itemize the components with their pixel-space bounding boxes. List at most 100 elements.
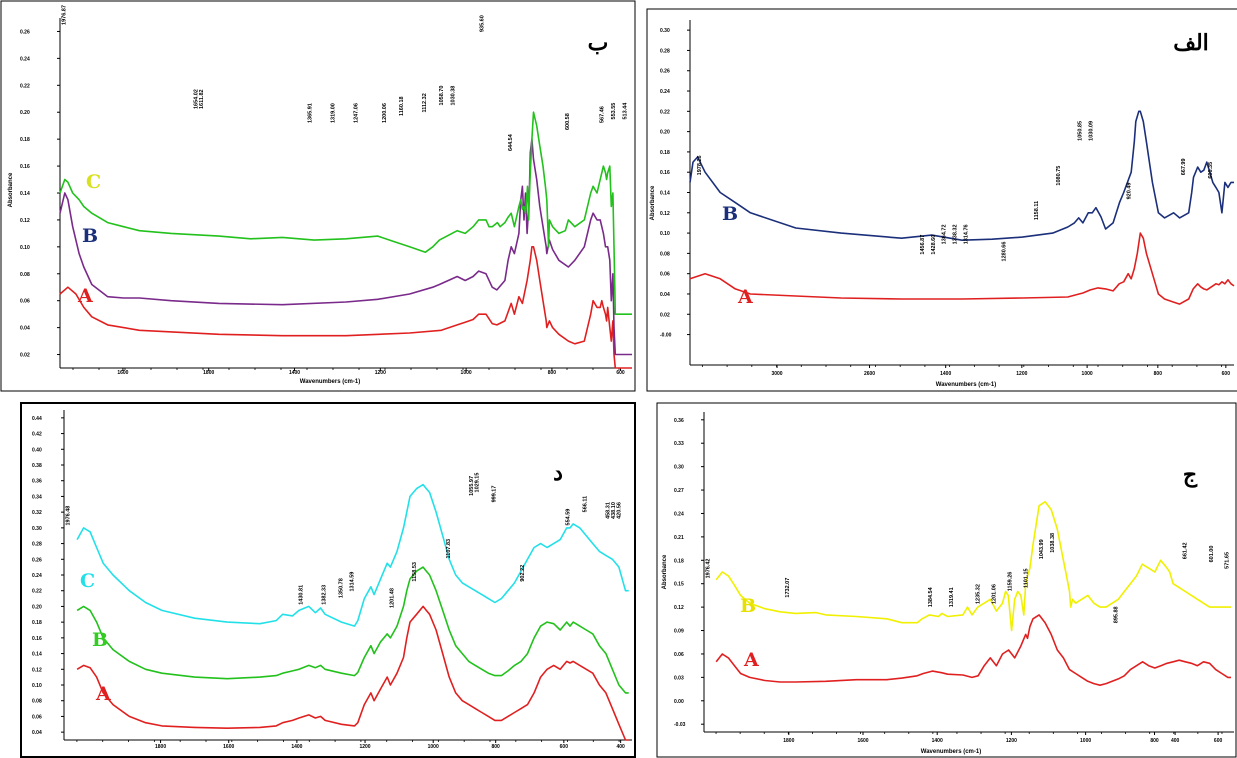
peak-label: 1055.97	[469, 476, 475, 496]
chart-bottom-left: 0.04 0.06 0.08 0.10 0.12 0.14 0.16 0.18 0.20 0.22…	[20, 402, 636, 758]
y-tick-label: 0.18	[674, 558, 684, 564]
y-tick-label: 0.16	[660, 170, 670, 176]
y-tick-label: 0.44	[32, 416, 42, 422]
peak-label: 1247.06	[353, 103, 359, 123]
series-label-A: A	[77, 285, 93, 307]
peak-label: 566.11	[583, 496, 589, 513]
y-tick-label: 0.30	[32, 526, 42, 532]
peak-label: 1611.82	[199, 89, 205, 109]
y-tick-label: 0.15	[674, 582, 684, 588]
chart-bottom-right: -0.03 0.00 0.03 0.06 0.09 0.12 0.15 0.18 0.21 0.2…	[656, 402, 1237, 758]
x-tick-label: 1400	[932, 738, 943, 744]
y-tick-label: 0.28	[660, 48, 670, 54]
x-tick-label: 1000	[1082, 371, 1093, 377]
chart-panel-bottom-right: -0.03 0.00 0.03 0.06 0.09 0.12 0.15 0.18 0.21 0.2…	[656, 402, 1237, 758]
y-tick-label: 0.12	[32, 667, 42, 673]
peak-label: 1030.09	[1089, 121, 1095, 141]
y-tick-label: 0.08	[660, 251, 670, 257]
chart-frame	[656, 402, 1237, 758]
x-tick-label: 1200	[1016, 371, 1027, 377]
y-tick-label: 0.21	[674, 535, 684, 541]
x-tick-label: 800	[1150, 738, 1159, 744]
peak-label: 1200.06	[382, 103, 388, 123]
x-tick-label: 1600	[857, 738, 868, 744]
y-tick-label: 0.02	[20, 353, 30, 359]
peak-label: 1732.07	[785, 578, 791, 598]
peak-label: 1654.02	[193, 89, 199, 109]
peak-label: 1976.87	[62, 5, 68, 25]
chart-panel-top-right: -0.00 0.02 0.04 0.06 0.08 0.10 0.12 0.14 0.16 0.1…	[646, 8, 1237, 393]
x-tick-label: 600	[1222, 371, 1231, 377]
peak-label: 1080.75	[1056, 166, 1062, 186]
peak-label: 1382.33	[321, 585, 327, 605]
series-label-A: A	[743, 649, 759, 671]
peak-label: 1201.06	[992, 584, 998, 604]
y-tick-label: 0.30	[660, 28, 670, 34]
x-tick-label: 1400	[291, 744, 302, 750]
x-tick-label: 1800	[155, 744, 166, 750]
peak-label: 644.54	[508, 133, 514, 151]
y-tick-label: 0.40	[32, 447, 42, 453]
x-tick-label: 1400	[289, 370, 300, 376]
peak-label: 1456.87	[920, 235, 926, 255]
peak-label: 1160.18	[399, 96, 405, 116]
series-line-B	[76, 566, 629, 694]
x-tick-label: 3000	[771, 371, 782, 377]
y-tick-label: 0.12	[674, 605, 684, 611]
peak-label: 1280.66	[1002, 242, 1008, 262]
y-tick-label: 0.20	[660, 130, 670, 136]
peak-label: 1050.85	[1078, 121, 1084, 141]
y-tick-label: 0.24	[674, 511, 684, 517]
y-tick-label: 0.20	[20, 110, 30, 116]
peak-label: 1158.11	[1034, 201, 1040, 220]
y-tick-label: 0.30	[674, 465, 684, 471]
peak-label: 661.42	[1182, 542, 1188, 559]
y-tick-label: 0.10	[660, 231, 670, 237]
peak-label: 920.49	[1127, 183, 1133, 200]
peak-label: 1314.59	[350, 572, 356, 592]
peak-label: 1976.42	[705, 559, 711, 579]
y-tick-label: -0.03	[674, 722, 686, 728]
y-tick-label: 0.10	[32, 683, 42, 689]
peak-label: 1978.26	[697, 155, 703, 175]
y-tick-label: 0.27	[674, 488, 684, 494]
series-label-B: B	[722, 203, 738, 225]
y-tick-label: 0.36	[674, 418, 684, 424]
peak-label: 895.88	[1113, 606, 1119, 623]
peak-label: 1430.81	[299, 585, 305, 605]
y-tick-label: 0.26	[32, 557, 42, 563]
x-tick-label: 1800	[783, 738, 794, 744]
series-label-A: A	[95, 683, 111, 705]
peak-label: 554.59	[566, 509, 572, 526]
panel-corner-label: ب	[588, 30, 609, 56]
series-label-C: C	[80, 570, 95, 592]
x-tick-label: 1000	[1080, 738, 1091, 744]
series-label-A: A	[737, 286, 753, 308]
peak-label: 1365.91	[308, 103, 314, 123]
peak-label: 1159.26	[1007, 572, 1013, 592]
chart-top-right: -0.00 0.02 0.04 0.06 0.08 0.10 0.12 0.14 0.16 0.1…	[646, 8, 1237, 392]
x-tick-label: 1000	[428, 744, 439, 750]
peak-label: 1384.54	[928, 586, 934, 607]
peak-label: 1038.38	[1050, 533, 1056, 553]
y-tick-label: 0.14	[32, 652, 42, 658]
x-tick-label: 1800	[203, 370, 214, 376]
y-tick-label: 0.12	[660, 211, 670, 217]
peak-label: 1976.48	[66, 506, 72, 526]
peak-label: 935.60	[479, 15, 485, 32]
series-label-B: B	[740, 595, 756, 617]
peak-label: 1235.32	[976, 584, 982, 604]
x-tick-label: 1600	[223, 744, 234, 750]
peak-label: 667.99	[1181, 158, 1187, 175]
series-line-A	[76, 605, 629, 741]
y-tick-label: 0.10	[20, 245, 30, 251]
x-tick-label: 600	[560, 744, 569, 750]
peak-label: 1201.48	[389, 588, 395, 608]
series-line-A	[689, 232, 1235, 305]
series-label-B: B	[82, 225, 98, 247]
y-tick-label: 0.36	[32, 479, 42, 485]
peak-label: 1101.15	[1023, 568, 1029, 588]
y-tick-label: 0.26	[20, 29, 30, 35]
series-line-B	[715, 501, 1231, 632]
y-tick-label: 0.33	[674, 441, 684, 447]
